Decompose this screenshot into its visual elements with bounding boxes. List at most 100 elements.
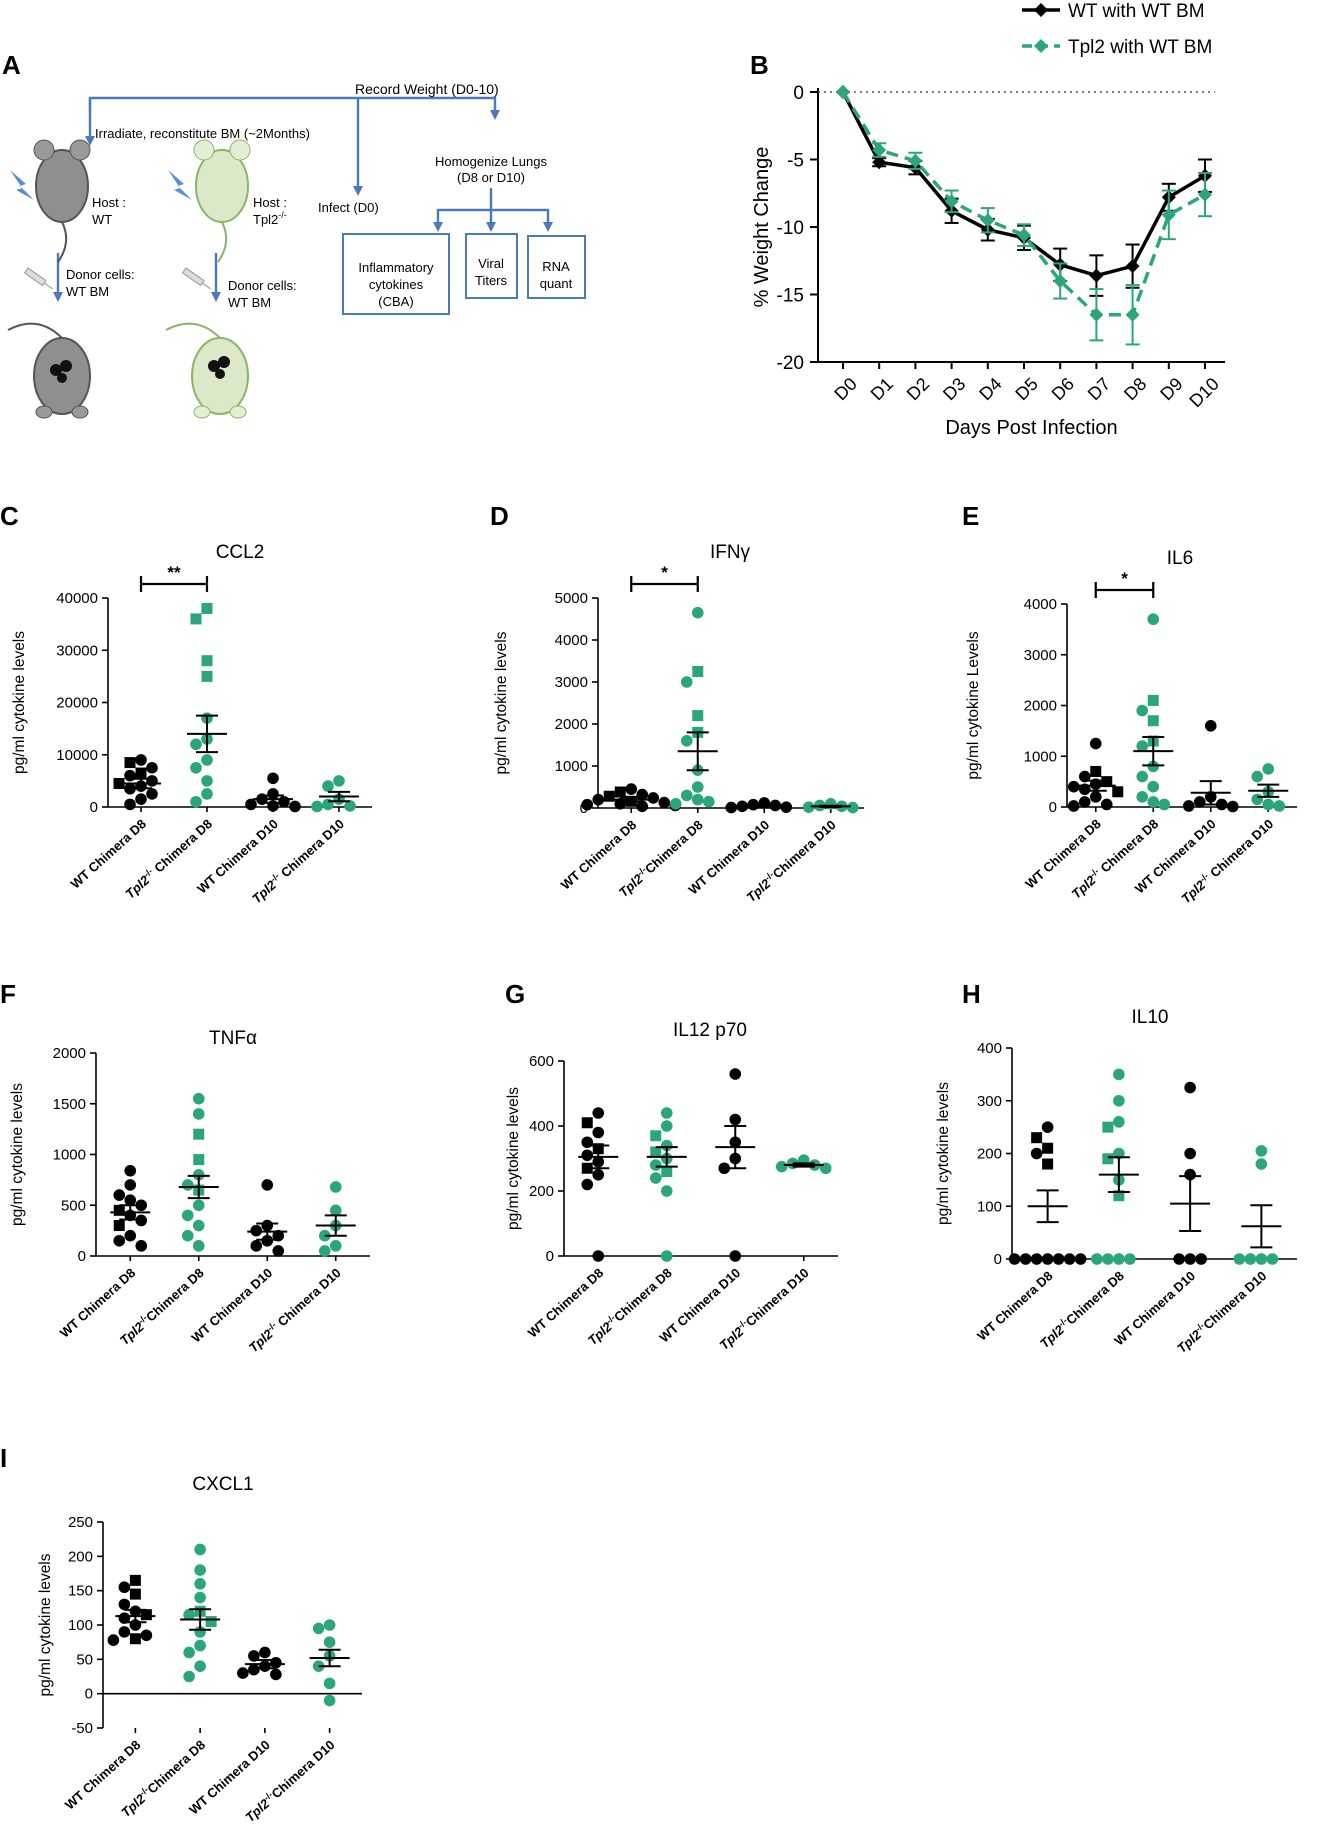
data-point-circle [1089, 737, 1102, 750]
data-point-circle [183, 1608, 195, 1621]
data-point-square [1042, 1158, 1054, 1170]
data-point-circle [192, 1219, 205, 1232]
data-point-circle [107, 1634, 120, 1646]
box-inflammatory-line-2: cytokines [369, 277, 424, 292]
chart-title: CXCL1 [192, 1474, 253, 1495]
data-point-circle [1067, 800, 1080, 812]
data-point-circle [192, 1199, 205, 1212]
data-point-circle [1052, 1253, 1065, 1265]
data-point-circle [1233, 1253, 1246, 1265]
data-point-square [692, 666, 704, 677]
data-point-circle [649, 1159, 662, 1171]
host2-line-2: Tpl2-/- [253, 210, 287, 227]
category-suffix: Chimera D10 [743, 1265, 812, 1329]
host1-line-2: WT [92, 212, 112, 227]
data-point-circle [592, 1126, 605, 1139]
donor1-line-2: WT BM [66, 284, 109, 299]
data-point-circle [194, 1639, 206, 1652]
data-point-circle [146, 775, 158, 787]
data-point-circle [192, 1108, 205, 1120]
y-tick-label: 500 [61, 1197, 86, 1214]
data-point-square [135, 767, 147, 779]
data-point-circle [691, 793, 704, 806]
data-point-circle [1184, 1081, 1196, 1094]
host2-name: Tpl2 [253, 212, 278, 227]
data-point-circle [1173, 1253, 1185, 1265]
data-point-circle [124, 1179, 137, 1191]
data-point-circle [272, 1229, 285, 1242]
data-point-circle [1147, 760, 1160, 773]
data-point-circle [135, 1240, 148, 1252]
data-point-circle [261, 1234, 274, 1247]
data-point-circle [736, 800, 749, 813]
data-point [1198, 187, 1212, 202]
y-tick-label: 1000 [1024, 748, 1057, 765]
donor2-line-1: Donor cells: [228, 278, 297, 293]
series-line-tpl2 [841, 91, 1206, 317]
split-arrows [436, 188, 550, 226]
data-point-square [661, 1166, 673, 1177]
category-suffix: Chimera D8 [1063, 1268, 1127, 1327]
data-point-circle [267, 772, 279, 785]
data-point-square [113, 777, 125, 789]
data-point-circle [135, 793, 147, 805]
y-tick-label: 1000 [555, 758, 588, 775]
host2-line-1: Host : [253, 195, 287, 210]
homogenize-arrow-head [490, 110, 500, 120]
box-inflammatory-line-1: Inflammatory [358, 260, 434, 275]
data-point-circle [649, 1172, 662, 1184]
data-point-circle [261, 1179, 274, 1191]
data-point-circle [322, 780, 334, 792]
data-point-circle [1255, 1158, 1268, 1170]
panel-label-f: F [0, 979, 16, 1009]
data-point-circle [1255, 1253, 1268, 1265]
data-point-circle [592, 793, 605, 806]
data-point-circle [1255, 1145, 1268, 1157]
data-point-circle [311, 800, 323, 813]
data-point [1161, 207, 1176, 222]
y-tick-label: 4000 [1024, 596, 1057, 613]
data-point-square [614, 786, 626, 798]
data-point-circle [669, 798, 682, 810]
data-point-circle [1226, 800, 1239, 813]
data-point-circle [680, 789, 693, 802]
y-tick-label: 250 [68, 1514, 93, 1531]
data-point-circle [1193, 796, 1206, 808]
y-tick-label: 1500 [53, 1096, 86, 1113]
data-point-circle [1184, 1168, 1196, 1181]
y-axis-title: pg/ml cytokine levels [935, 1082, 952, 1225]
box-rna-line-2: quant [540, 276, 573, 291]
irradiation-bolt-icon-2 [168, 170, 192, 200]
data-point-circle [272, 1245, 285, 1257]
data-point-square [1042, 1142, 1054, 1154]
data-point-circle [1078, 796, 1091, 808]
chart-title: CCL2 [216, 542, 265, 563]
data-point-circle [1136, 740, 1149, 752]
data-point-circle [1184, 1253, 1196, 1265]
box-viral-line-1: Viral [478, 256, 504, 271]
y-tick-label: 3000 [1024, 647, 1057, 664]
data-point-square [129, 1588, 141, 1600]
chart-title: IFNγ [710, 542, 751, 563]
category-suffix: Chimera D10 [269, 1737, 338, 1801]
data-point-square [205, 1616, 217, 1628]
data-point-square [113, 1220, 125, 1232]
data-point [836, 85, 850, 99]
data-point-circle [270, 1668, 282, 1681]
y-tick-label: -10 [777, 218, 804, 239]
data-point-circle [1136, 791, 1149, 803]
data-point [872, 143, 887, 158]
data-point-square [1102, 1153, 1114, 1165]
irradiate-label: Irradiate, reconstitute BM (~2Months) [95, 126, 310, 141]
data-point-circle [192, 1240, 205, 1252]
data-point-circle [190, 795, 202, 808]
data-point-circle [201, 754, 213, 766]
data-point-circle [245, 798, 257, 811]
data-point-circle [636, 800, 649, 813]
data-point-circle [194, 1660, 206, 1672]
data-point-square [1090, 765, 1102, 777]
y-tick-label: 0 [994, 1251, 1002, 1268]
data-point-circle [780, 801, 793, 813]
data-point-square [603, 790, 615, 802]
